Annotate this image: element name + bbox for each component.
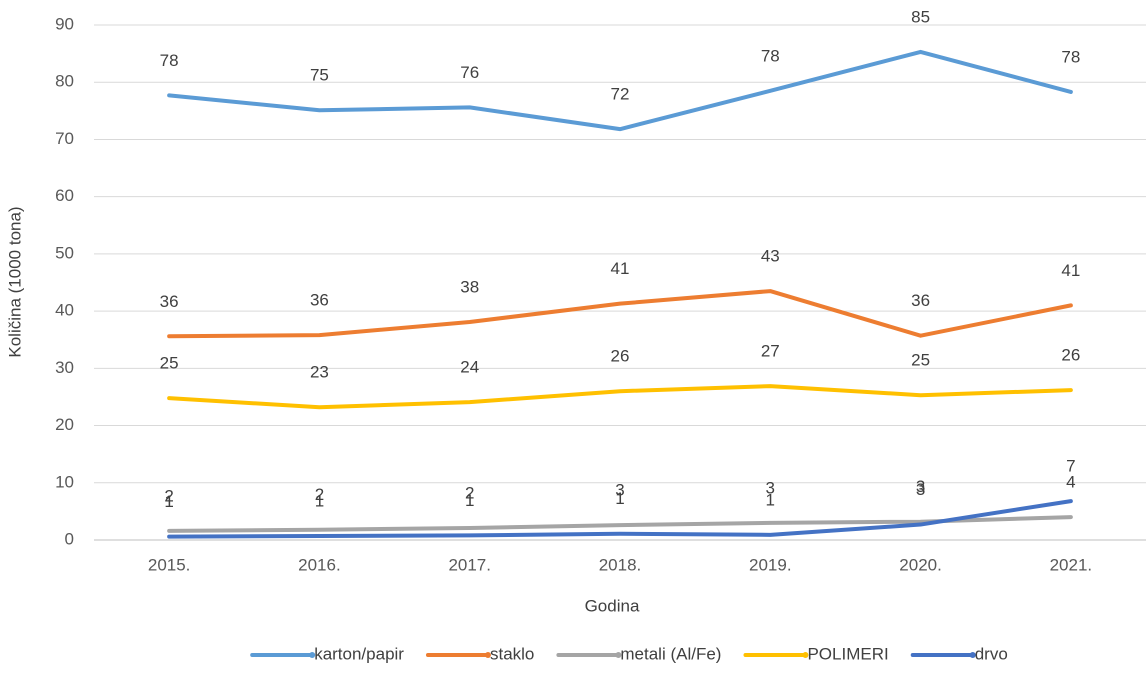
y-tick-label: 90 [55, 14, 74, 33]
data-label: 75 [310, 66, 329, 85]
data-label: 26 [611, 347, 630, 366]
y-tick-label: 50 [55, 243, 74, 262]
series-line [167, 289, 1073, 339]
y-tick-label: 80 [55, 72, 74, 91]
data-label: 36 [310, 291, 329, 310]
data-label: 2 [465, 483, 474, 502]
data-label: 3 [766, 478, 775, 497]
x-tick-label: 2018. [599, 555, 642, 574]
data-label: 41 [611, 259, 630, 278]
data-label: 43 [761, 247, 780, 266]
x-tick-label: 2020. [899, 555, 942, 574]
data-label: 26 [1061, 346, 1080, 365]
legend-label: karton/papir [314, 644, 404, 663]
y-axis-title: Količina (1000 tona) [5, 206, 24, 357]
x-tick-label: 2017. [448, 555, 491, 574]
data-label: 25 [911, 351, 930, 370]
legend-label: metali (Al/Fe) [620, 644, 721, 663]
legend-marker [309, 652, 316, 658]
series-line [167, 499, 1073, 539]
legend-marker [484, 652, 491, 658]
x-tick-label: 2015. [148, 555, 191, 574]
y-tick-label: 60 [55, 186, 74, 205]
data-label: 3 [916, 477, 925, 496]
y-tick-label: 20 [55, 415, 74, 434]
y-tick-label: 30 [55, 358, 74, 377]
x-tick-label: 2019. [749, 555, 792, 574]
data-label: 1 [164, 492, 173, 511]
data-label: 2 [315, 485, 324, 504]
legend-label: POLIMERI [807, 644, 888, 663]
data-label: 25 [160, 354, 179, 373]
data-label: 1 [315, 491, 324, 510]
data-label: 36 [160, 292, 179, 311]
x-axis-title: Godina [585, 596, 640, 615]
legend-marker [969, 652, 976, 658]
series-line [167, 49, 1073, 132]
data-label: 78 [160, 51, 179, 70]
series-line [167, 384, 1073, 410]
y-tick-label: 0 [65, 529, 74, 548]
data-label: 76 [460, 63, 479, 82]
data-label: 4 [1066, 473, 1075, 492]
data-label: 3 [615, 481, 624, 500]
data-label: 3 [916, 480, 925, 499]
y-tick-label: 10 [55, 472, 74, 491]
data-label: 78 [761, 46, 780, 65]
x-tick-label: 2021. [1050, 555, 1093, 574]
legend-marker [615, 652, 622, 658]
series-line [167, 515, 1073, 533]
data-label: 27 [761, 342, 780, 361]
data-label: 7 [1066, 457, 1075, 476]
data-label: 1 [766, 490, 775, 509]
data-label: 72 [611, 85, 630, 104]
y-tick-label: 70 [55, 129, 74, 148]
data-label: 36 [911, 291, 930, 310]
data-label: 1 [615, 489, 624, 508]
data-label: 1 [465, 491, 474, 510]
y-tick-label: 40 [55, 301, 74, 320]
legend-marker [802, 652, 809, 658]
data-label: 78 [1061, 47, 1080, 66]
x-tick-label: 2016. [298, 555, 341, 574]
data-label: 2 [164, 486, 173, 505]
data-label: 41 [1061, 261, 1080, 280]
data-label: 85 [911, 7, 930, 26]
data-label: 24 [460, 358, 479, 377]
legend-label: drvo [975, 644, 1008, 663]
data-label: 23 [310, 363, 329, 382]
data-label: 38 [460, 277, 479, 296]
legend-label: staklo [490, 644, 534, 663]
